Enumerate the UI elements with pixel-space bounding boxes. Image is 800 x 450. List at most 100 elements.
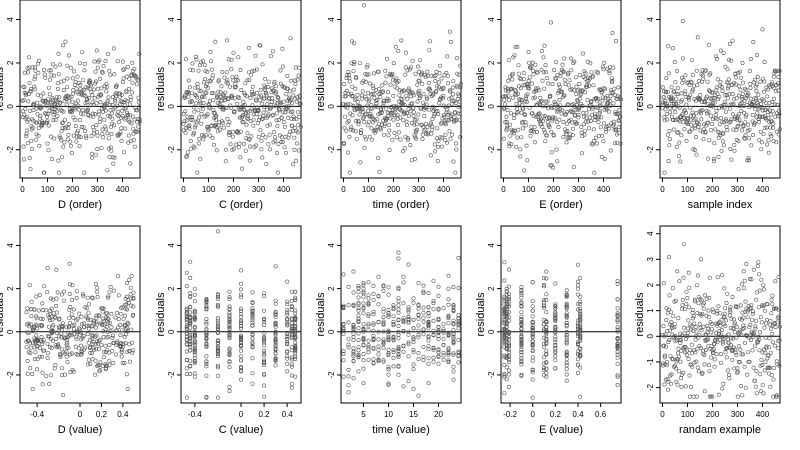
residual-point [744, 112, 749, 117]
residual-point [614, 127, 619, 132]
residual-point [615, 337, 620, 342]
residual-point [351, 303, 356, 308]
residual-point [581, 122, 586, 127]
residual-point [111, 288, 116, 293]
residual-point [534, 130, 539, 135]
residual-point [25, 306, 30, 311]
residual-point [32, 84, 37, 89]
residual-point [291, 117, 296, 122]
residual-point [411, 110, 416, 115]
residual-point [698, 345, 703, 350]
residual-point [391, 323, 396, 328]
residual-point [607, 65, 612, 70]
residual-point [381, 284, 386, 289]
residual-point [107, 155, 112, 160]
residual-point [230, 75, 235, 80]
residual-point [405, 68, 410, 73]
residual-point [743, 385, 748, 390]
residual-point [136, 100, 141, 105]
residual-point [431, 91, 436, 96]
residual-point [519, 290, 524, 295]
residual-point [74, 101, 79, 106]
residual-point [60, 120, 65, 125]
residual-point [506, 331, 511, 336]
residual-point [104, 335, 109, 340]
residual-point [434, 84, 439, 89]
residual-point [608, 148, 613, 153]
residual-point [371, 283, 376, 288]
residual-point [298, 124, 303, 129]
residual-point [86, 95, 91, 100]
residual-point [122, 360, 127, 365]
residual-point [456, 104, 461, 109]
residual-point [226, 57, 231, 62]
residual-point [366, 338, 371, 343]
residual-point [259, 101, 264, 106]
residual-point [52, 366, 57, 371]
residual-point [381, 358, 386, 363]
residual-point [51, 112, 56, 117]
residual-point [742, 278, 747, 283]
residual-point [504, 365, 509, 370]
residual-point [440, 135, 445, 140]
residual-point [526, 82, 531, 87]
residual-point [451, 322, 456, 327]
residual-point [565, 129, 570, 134]
residual-point [209, 59, 214, 64]
residual-point [670, 286, 675, 291]
residual-point [225, 38, 230, 43]
residual-point [376, 359, 381, 364]
residual-point [698, 257, 703, 262]
residual-point [545, 99, 550, 104]
residual-point [422, 114, 427, 119]
residual-point [776, 132, 781, 137]
residual-point [361, 329, 366, 334]
residual-point [525, 92, 530, 97]
residual-point [446, 302, 451, 307]
residual-point [682, 108, 687, 113]
residual-point [239, 377, 244, 382]
residual-point [667, 143, 672, 148]
residual-point [114, 342, 119, 347]
residual-point [45, 141, 50, 146]
residual-point [188, 358, 193, 363]
residual-point [268, 54, 273, 59]
residual-point [436, 85, 441, 90]
residual-point [755, 111, 760, 116]
residual-point [425, 124, 430, 129]
residual-point [293, 351, 298, 356]
residual-point [530, 314, 535, 319]
residual-point [293, 336, 298, 341]
residual-point [236, 55, 241, 60]
residual-point [289, 321, 294, 326]
residual-point [689, 351, 694, 356]
residual-point [67, 53, 72, 58]
residual-point [760, 27, 765, 32]
residual-point [93, 372, 98, 377]
residual-point [193, 125, 198, 130]
residual-point [532, 95, 537, 100]
residual-point [250, 290, 255, 295]
residual-point [70, 283, 75, 288]
residual-point [103, 108, 108, 113]
residual-point [437, 101, 442, 106]
y-tick-label: 0 [167, 104, 176, 109]
residual-point [94, 123, 99, 128]
residual-point [188, 325, 193, 330]
residual-point [741, 286, 746, 291]
residual-point [709, 321, 714, 326]
residual-point [673, 366, 678, 371]
residual-point [732, 148, 737, 153]
residual-point [688, 113, 693, 118]
residual-point [615, 140, 620, 145]
residual-point [276, 118, 281, 123]
residual-point [401, 344, 406, 349]
plot-frame [500, 225, 622, 404]
residual-point [682, 127, 687, 132]
residual-point [530, 320, 535, 325]
residual-point [130, 350, 135, 355]
residual-point [615, 313, 620, 318]
x-axis-title: E (value) [539, 424, 583, 436]
residual-point [204, 364, 209, 369]
